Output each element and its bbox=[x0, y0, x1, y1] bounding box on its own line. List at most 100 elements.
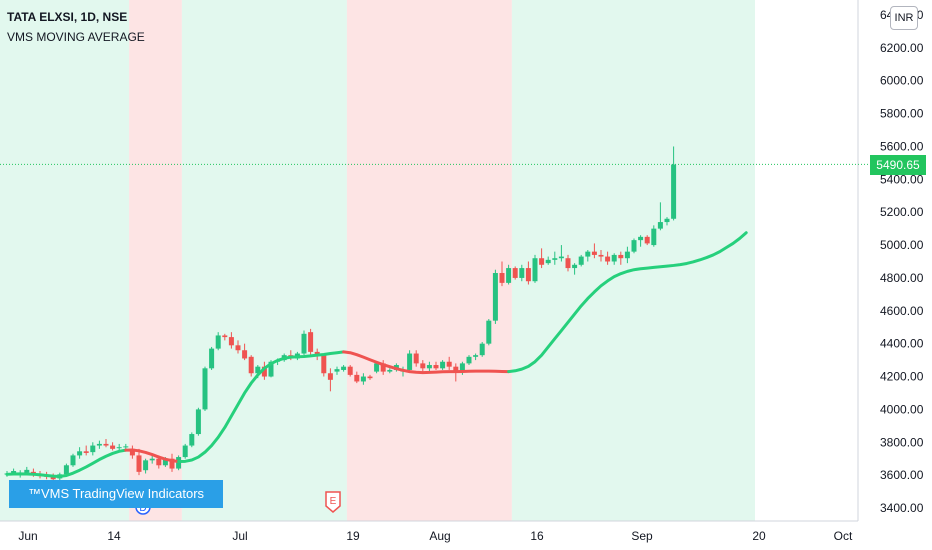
candle-body bbox=[96, 443, 102, 446]
candle-body bbox=[123, 446, 129, 448]
candle-body bbox=[506, 268, 512, 283]
currency-button[interactable]: INR bbox=[890, 6, 918, 30]
moving-average-line bbox=[5, 448, 128, 478]
x-tick-label: Sep bbox=[631, 529, 653, 543]
last-price-label: 5490.65 bbox=[870, 155, 926, 175]
candle-body bbox=[242, 350, 248, 359]
x-tick-label: 19 bbox=[346, 529, 360, 543]
candle-body bbox=[169, 458, 175, 469]
candle-body bbox=[651, 228, 657, 246]
candle-body bbox=[162, 458, 168, 466]
earnings-marker bbox=[325, 491, 341, 513]
candle-body bbox=[598, 254, 604, 257]
candle-body bbox=[473, 355, 479, 357]
candle-body bbox=[624, 251, 630, 259]
candle-body bbox=[459, 363, 465, 372]
candle-body bbox=[618, 254, 624, 259]
candle-body bbox=[222, 335, 228, 338]
candle-body bbox=[446, 361, 452, 367]
candle-body bbox=[545, 259, 551, 264]
y-tick-label: 4200.00 bbox=[880, 370, 924, 384]
moving-average-line bbox=[342, 350, 511, 375]
vms-banner[interactable]: ™VMS TradingView Indicators bbox=[9, 480, 223, 508]
candle-body bbox=[519, 268, 525, 278]
candle-body bbox=[532, 258, 538, 282]
y-tick-label: 5000.00 bbox=[880, 238, 924, 252]
candle-body bbox=[70, 455, 76, 466]
candle-body bbox=[321, 355, 327, 374]
y-tick-label: 5800.00 bbox=[880, 107, 924, 121]
candle-body bbox=[268, 361, 274, 377]
candle-body bbox=[116, 447, 122, 449]
trend-zone-down bbox=[129, 0, 182, 521]
x-tick-label: Oct bbox=[834, 529, 853, 543]
candle-body bbox=[149, 458, 155, 461]
candle-body bbox=[433, 365, 439, 369]
candle-body bbox=[578, 256, 584, 265]
candle-body bbox=[209, 348, 215, 369]
candle-body bbox=[611, 254, 617, 262]
y-tick-label: 3800.00 bbox=[880, 435, 924, 449]
x-tick-label: 20 bbox=[752, 529, 766, 543]
candle-body bbox=[499, 273, 505, 283]
y-tick-label: 4400.00 bbox=[880, 337, 924, 351]
trend-zone-up bbox=[511, 0, 755, 521]
candle-body bbox=[360, 376, 366, 382]
y-tick-label: 6200.00 bbox=[880, 41, 924, 55]
candle-body bbox=[565, 258, 571, 269]
candle-body bbox=[585, 251, 591, 257]
y-tick-label: 3400.00 bbox=[880, 501, 924, 515]
x-tick-label: 16 bbox=[530, 529, 544, 543]
candle-body bbox=[453, 366, 459, 372]
candle-body bbox=[354, 374, 360, 382]
candle-body bbox=[539, 258, 545, 265]
candle-body bbox=[380, 363, 386, 372]
y-tick-label: 5200.00 bbox=[880, 205, 924, 219]
candle-body bbox=[479, 343, 485, 356]
candle-body bbox=[90, 445, 96, 453]
candle-body bbox=[308, 332, 314, 352]
candle-body bbox=[341, 366, 347, 370]
candle-body bbox=[420, 363, 426, 369]
candle-body bbox=[605, 256, 611, 262]
candle-body bbox=[426, 365, 432, 369]
candle-body bbox=[103, 443, 109, 446]
x-tick-label: Jun bbox=[18, 529, 37, 543]
moving-average-line bbox=[177, 350, 346, 463]
candle-body bbox=[631, 240, 637, 252]
candle-body bbox=[367, 376, 373, 379]
candle-body bbox=[202, 368, 208, 410]
candle-body bbox=[334, 369, 340, 372]
trend-zone-down bbox=[346, 0, 512, 521]
candle-body bbox=[525, 268, 531, 282]
candle-body bbox=[657, 222, 663, 229]
candle-body bbox=[136, 455, 142, 472]
candle-body bbox=[591, 251, 597, 255]
candle-body bbox=[644, 236, 650, 244]
trend-zone-up bbox=[0, 0, 130, 521]
candle-body bbox=[228, 337, 234, 346]
candle-body bbox=[215, 335, 221, 349]
candle-body bbox=[407, 353, 413, 370]
moving-average-line bbox=[124, 448, 181, 463]
candle-body bbox=[387, 369, 393, 372]
candle-body bbox=[255, 366, 261, 374]
y-tick-label: 5400.00 bbox=[880, 172, 924, 186]
candle-body bbox=[182, 445, 188, 458]
candle-body bbox=[486, 320, 492, 344]
candle-body bbox=[63, 465, 69, 475]
candle-body bbox=[235, 345, 241, 351]
y-tick-label: 5600.00 bbox=[880, 139, 924, 153]
indicator-title: VMS MOVING AVERAGE bbox=[7, 30, 145, 44]
candle-body bbox=[195, 409, 201, 435]
candle-body bbox=[156, 458, 162, 466]
candle-body bbox=[261, 366, 267, 377]
candle-body bbox=[301, 333, 307, 354]
candle-body bbox=[572, 264, 578, 269]
trend-zone-up bbox=[181, 0, 347, 521]
candle-body bbox=[77, 451, 83, 456]
candle-body bbox=[671, 164, 677, 219]
candle-body bbox=[347, 366, 353, 375]
candle-body bbox=[24, 469, 30, 473]
